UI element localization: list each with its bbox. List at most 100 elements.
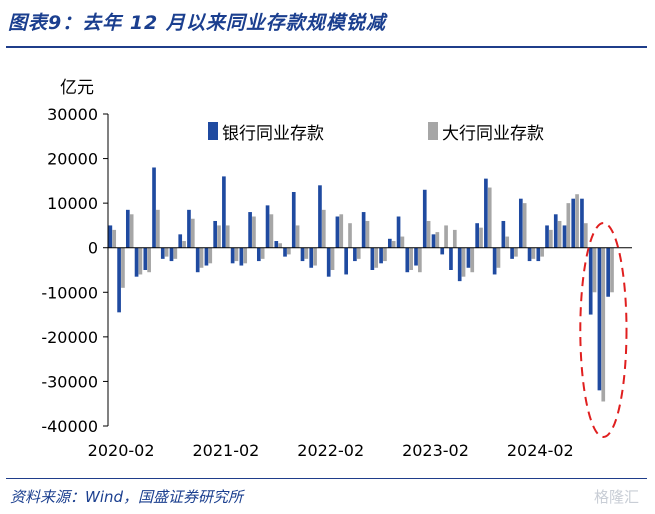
bar-all-banks <box>553 214 558 248</box>
bar-all-banks <box>562 225 567 248</box>
bar-big-banks <box>610 247 614 293</box>
bar-big-banks <box>243 247 248 264</box>
bar-big-banks <box>260 247 265 259</box>
bar-all-banks <box>431 234 436 248</box>
bar-big-banks <box>304 247 309 259</box>
bar-big-banks <box>321 209 326 248</box>
bar-all-banks <box>440 247 445 255</box>
bar-big-banks <box>426 220 431 248</box>
bars <box>108 167 614 402</box>
bar-all-banks <box>571 198 576 248</box>
bar-all-banks <box>283 247 287 257</box>
x-tick-label: 2021-02 <box>192 441 259 460</box>
chart-title: 图表9：去年 12 月以来同业存款规模锐减 <box>8 12 386 34</box>
bar-all-banks <box>291 192 296 248</box>
bar-big-banks <box>313 247 317 266</box>
bar-all-banks <box>475 223 479 248</box>
bar-all-banks <box>222 176 226 248</box>
bar-big-banks <box>252 216 256 248</box>
bar-all-banks <box>204 247 209 266</box>
bar-big-banks <box>409 247 413 270</box>
bar-big-banks <box>444 225 448 248</box>
legend-big-banks-swatch <box>428 122 438 140</box>
bar-all-banks <box>213 220 217 248</box>
bar-all-banks <box>606 247 610 297</box>
y-tick-label: 20000 <box>47 150 98 169</box>
bar-big-banks <box>435 232 440 248</box>
bar-big-banks <box>452 229 457 248</box>
bar-big-banks <box>383 247 387 262</box>
source-note: 资料来源：Wind，国盛证券研究所 <box>10 488 244 506</box>
bar-big-banks <box>356 247 361 259</box>
bar-big-banks <box>583 223 588 248</box>
title-rule <box>6 46 647 48</box>
y-tick-label: -20000 <box>41 328 98 347</box>
bar-all-banks <box>152 167 156 248</box>
x-tick-label: 2024-02 <box>507 441 574 460</box>
bar-big-banks <box>287 247 291 255</box>
bar-all-banks <box>143 247 148 270</box>
bar-big-banks <box>190 218 195 248</box>
bar-all-banks <box>597 247 602 391</box>
bar-big-banks <box>575 194 579 248</box>
bar-big-banks <box>549 229 553 248</box>
y-tick-label: -10000 <box>41 283 98 302</box>
bar-big-banks <box>496 247 501 268</box>
bar-big-banks <box>348 223 352 248</box>
x-tick-label: 2020-02 <box>88 441 155 460</box>
bar-all-banks <box>484 178 488 248</box>
bar-big-banks <box>479 227 483 248</box>
y-tick-label: 0 <box>88 239 98 258</box>
legend-big-banks-label: 大行同业存款 <box>442 124 544 144</box>
bar-all-banks <box>230 247 235 264</box>
bar-big-banks <box>182 241 186 248</box>
bar-big-banks <box>505 236 510 248</box>
legend-all-banks-label: 银行同业存款 <box>222 124 324 144</box>
bar-big-banks <box>470 247 475 273</box>
bar-big-banks <box>339 214 344 248</box>
bar-all-banks <box>318 185 322 248</box>
bar-all-banks <box>379 247 383 264</box>
x-tick-label: 2022-02 <box>297 441 364 460</box>
bar-big-banks <box>121 247 125 288</box>
bar-big-banks <box>278 243 282 248</box>
bar-big-banks <box>365 220 370 248</box>
bar-all-banks <box>195 247 200 273</box>
bar-all-banks <box>300 247 305 262</box>
bar-big-banks <box>391 241 396 248</box>
bar-all-banks <box>248 212 252 248</box>
bar-all-banks <box>160 247 165 259</box>
y-tick-label: 30000 <box>47 105 98 124</box>
legend: 银行同业存款 大行同业存款 <box>208 122 544 144</box>
bar-big-banks <box>234 247 239 262</box>
bar-big-banks <box>330 247 335 270</box>
y-axis: 30000 20000 10000 0 -10000 -20000 -30000 -40000 <box>41 105 109 436</box>
bar-big-banks <box>514 247 518 257</box>
bar-all-banks <box>178 234 183 248</box>
bar-chart: 亿元 30000 20000 10000 0 -10000 -20000 -30000 -40… <box>41 78 632 460</box>
bar-big-banks <box>487 187 492 248</box>
bar-all-banks <box>527 247 532 262</box>
bar-all-banks <box>309 247 314 268</box>
bar-all-banks <box>239 247 244 266</box>
bar-big-banks <box>374 247 379 268</box>
legend-all-banks-swatch <box>208 122 218 140</box>
bar-big-banks <box>225 225 230 248</box>
bar-big-banks <box>138 247 143 275</box>
bar-all-banks <box>457 247 462 282</box>
bar-all-banks <box>387 238 392 248</box>
bar-all-banks <box>370 247 375 270</box>
bar-big-banks <box>522 203 527 248</box>
bar-big-banks <box>156 209 160 248</box>
bar-big-banks <box>173 247 178 259</box>
bar-big-banks <box>418 247 422 273</box>
watermark: 格隆汇 <box>593 488 639 506</box>
bar-big-banks <box>295 225 300 248</box>
x-tick-label: 2023-02 <box>402 441 469 460</box>
bar-all-banks <box>169 247 174 262</box>
bar-all-banks <box>361 212 366 248</box>
bar-big-banks <box>269 214 274 248</box>
bar-all-banks <box>580 198 584 248</box>
bar-big-banks <box>531 247 536 259</box>
bar-all-banks <box>335 216 340 248</box>
